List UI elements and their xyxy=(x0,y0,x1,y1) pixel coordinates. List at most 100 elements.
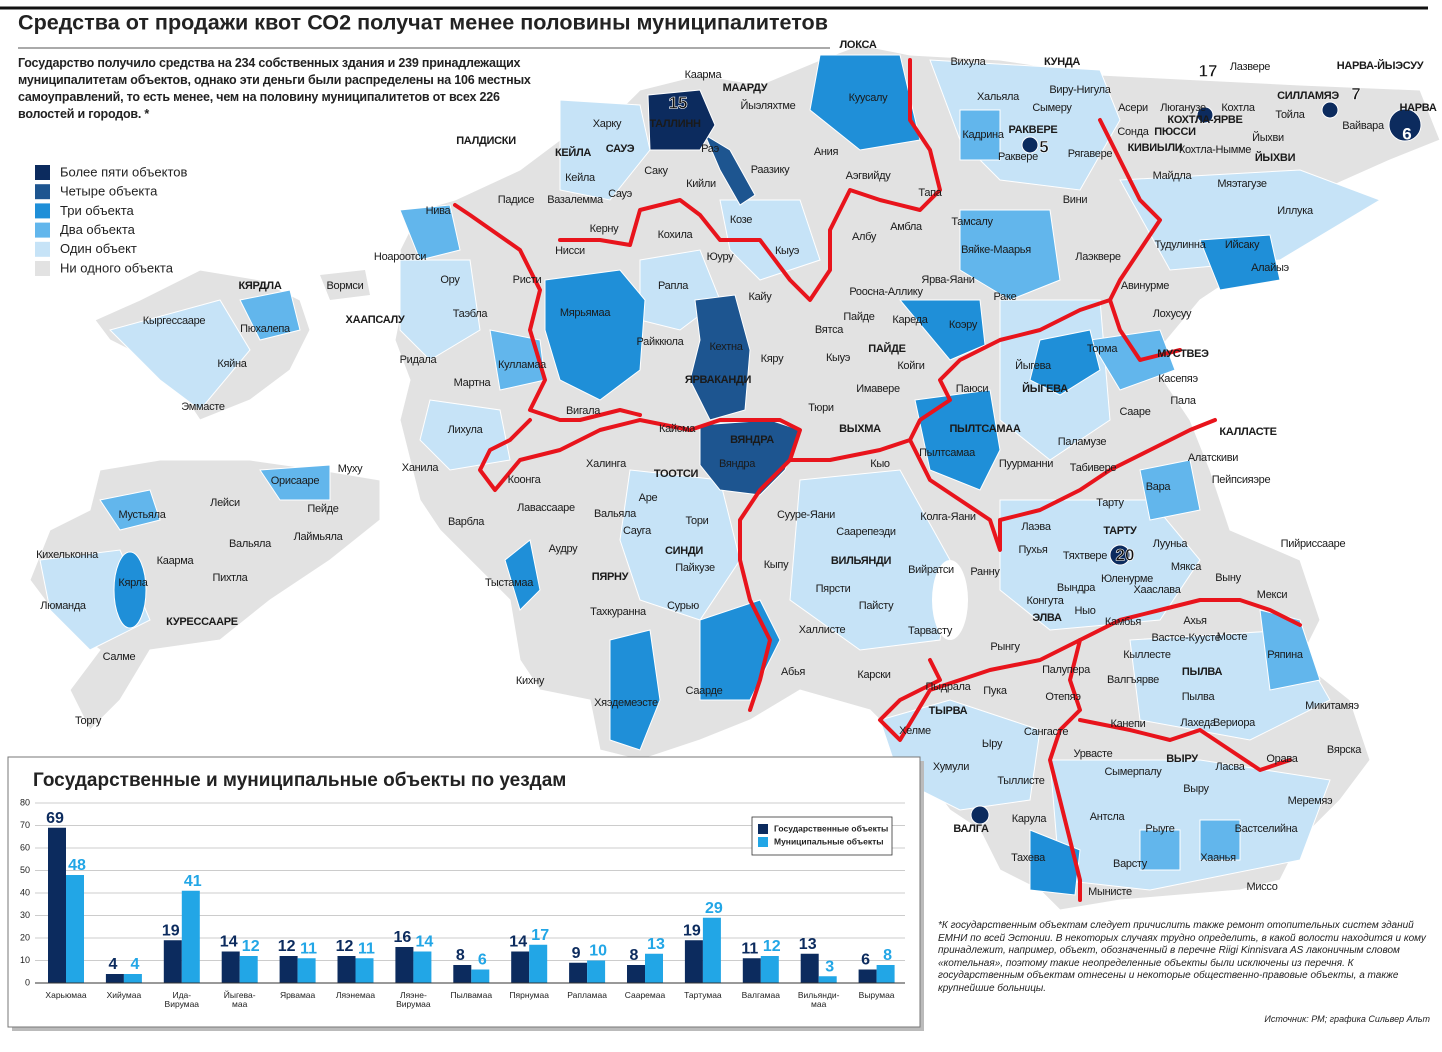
place-label: Асери xyxy=(1118,102,1148,114)
place-label: Каарма xyxy=(157,555,195,567)
place-label: Авинурме xyxy=(1121,280,1169,292)
x-tick-label: Ляэнемаа xyxy=(335,990,376,1000)
place-label: Пылтсамаа xyxy=(919,447,976,459)
place-label: Вазалемма xyxy=(547,194,604,206)
place-label: Вальяла xyxy=(229,538,272,550)
place-label: Пярсти xyxy=(816,583,851,595)
place-label: Мярьямаа xyxy=(560,307,612,319)
place-label: Тапа xyxy=(918,187,942,199)
bar xyxy=(413,951,432,983)
place-label: Тарвасту xyxy=(908,625,953,637)
bar xyxy=(569,962,588,983)
data-label: 11 xyxy=(358,940,375,957)
place-label: Лазвере xyxy=(1230,61,1270,73)
place-label: Кареда xyxy=(892,314,928,326)
place-label: Микитамяэ xyxy=(1305,700,1359,712)
place-label: Ноароотси xyxy=(374,251,426,263)
place-label: ХААПСАЛУ xyxy=(346,314,405,326)
place-label: Пыдрала xyxy=(926,681,972,693)
place-label: Саарепеэди xyxy=(836,526,896,538)
place-label: Аэгвийду xyxy=(846,170,892,182)
place-label: Муху xyxy=(338,463,363,475)
place-label: Лууньа xyxy=(1153,538,1189,550)
legend-swatch xyxy=(35,241,50,257)
municipality xyxy=(970,805,990,825)
place-label: Сангасте xyxy=(1024,726,1068,738)
place-label: ТАРТУ xyxy=(1103,525,1137,537)
place-label: ЛОКСА xyxy=(840,39,877,51)
place-label: ТЫРВА xyxy=(929,705,968,717)
place-label: Каарма xyxy=(685,69,723,81)
place-label: Керну xyxy=(590,223,620,235)
place-label: Пихтла xyxy=(213,572,249,584)
municipality xyxy=(959,109,1001,161)
municipality xyxy=(399,259,481,361)
place-label: Вярска xyxy=(1327,744,1362,756)
map-legend: Более пяти объектов Четыре объекта Три объ… xyxy=(35,164,188,276)
place-label: Ору xyxy=(440,274,460,286)
data-label: 3 xyxy=(825,958,834,975)
place-label: Кярла xyxy=(118,577,148,589)
legend-swatch xyxy=(35,165,50,180)
municipality xyxy=(914,389,1001,491)
place-label: Лейси xyxy=(210,497,240,509)
data-label: 16 xyxy=(394,929,412,946)
y-tick-label: 50 xyxy=(20,865,30,875)
place-label: Выну xyxy=(1215,572,1241,584)
place-label: НАРВА xyxy=(1399,102,1436,114)
place-label: Вихула xyxy=(951,56,987,68)
bar xyxy=(66,875,84,983)
place-label: Койги xyxy=(897,360,924,372)
place-label: Миссо xyxy=(1246,881,1277,893)
data-label: 12 xyxy=(242,938,260,955)
place-label: Мустьяла xyxy=(118,509,166,521)
place-label: Саарде xyxy=(686,685,723,697)
data-label: 9 xyxy=(572,945,581,962)
municipality xyxy=(1388,108,1422,142)
municipality xyxy=(959,209,1061,301)
place-label: Раквере xyxy=(998,151,1038,163)
place-label: Алатскиви xyxy=(1188,452,1238,464)
x-tick-label: Харьюмаа xyxy=(45,990,87,1000)
municipality xyxy=(1139,459,1201,521)
place-label: Кадрина xyxy=(962,129,1004,141)
place-label: Табивере xyxy=(1070,462,1117,474)
place-label: МААРДУ xyxy=(723,82,768,94)
place-label: Пуурманни xyxy=(999,458,1053,470)
place-label: ТООТСИ xyxy=(654,468,699,480)
place-label: Халинга xyxy=(586,458,627,470)
place-label: Тудулинна xyxy=(1154,239,1206,251)
place-label: Ахья xyxy=(1183,615,1207,627)
place-label: Кяру xyxy=(761,353,784,365)
x-tick-label: Валгамаа xyxy=(741,990,780,1000)
place-label: ВЫХМА xyxy=(839,423,881,435)
place-label: Кыргессааре xyxy=(143,315,206,327)
place-label: ПАЙДЕ xyxy=(868,342,905,355)
data-label: 8 xyxy=(883,947,892,964)
place-label: Мяэтагузе xyxy=(1217,178,1267,190)
place-label: Нива xyxy=(426,205,452,217)
legend-label: Государственные объекты xyxy=(774,823,888,833)
place-label: Пука xyxy=(983,685,1008,697)
place-label: Йыэляхтме xyxy=(741,99,796,112)
place-label: Канепи xyxy=(1110,718,1145,730)
municipality xyxy=(99,489,161,531)
place-label: Албу xyxy=(852,231,877,243)
place-label: Йыхви xyxy=(1252,131,1284,144)
place-label: Вяйке-Маарья xyxy=(961,244,1031,256)
place-label: Иллука xyxy=(1277,205,1314,217)
municipality xyxy=(1199,819,1241,861)
municipality xyxy=(647,89,716,151)
place-label: Козе xyxy=(730,214,752,226)
municipality xyxy=(609,629,661,751)
bar xyxy=(818,976,837,983)
place-label: Касепяэ xyxy=(1158,373,1198,385)
bar xyxy=(858,969,877,983)
municipality xyxy=(113,551,147,629)
place-label: Пухья xyxy=(1018,544,1047,556)
place-label: Люманда xyxy=(40,600,87,612)
place-label: Пайде xyxy=(843,311,874,323)
place-label: Кыо xyxy=(870,458,890,470)
place-label: Орава xyxy=(1266,753,1298,765)
